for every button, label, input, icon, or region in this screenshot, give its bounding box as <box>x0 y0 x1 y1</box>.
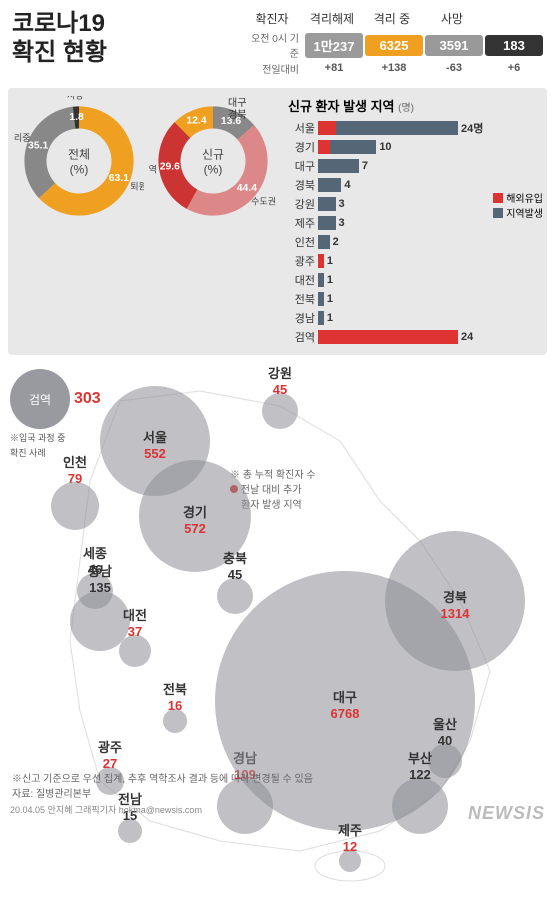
svg-text:63.1: 63.1 <box>109 173 129 184</box>
region-label: 충북45 <box>195 548 275 582</box>
total-confirmed: 1만237 <box>305 33 363 58</box>
region-label: 광주27 <box>70 737 150 771</box>
barchart-title: 신규 환자 발생 지역 (명) <box>288 96 541 115</box>
infographic-root: 코로나19 확진 현황 확진자 격리해제 격리 중 사망 오전 0시 기준 1만… <box>0 0 555 830</box>
region-label: 강원45 <box>240 363 320 397</box>
svg-text:44.4: 44.4 <box>237 183 257 194</box>
chg-confirmed: +81 <box>305 60 363 76</box>
bar-row: 대전 1 <box>288 271 541 289</box>
donut-new: 13.644.4수도권29.6검역12.4 신규 (%) 대구 경북 <box>148 96 278 226</box>
region-label: 부산122 <box>380 748 460 782</box>
svg-text:퇴원: 퇴원 <box>130 182 144 192</box>
footer: 20.04.05 안지혜 그래픽기자 hokma@newsis.com NEWS… <box>0 797 555 830</box>
legend-swatch-blue <box>493 208 503 218</box>
total-isolated: 3591 <box>425 35 483 56</box>
svg-text:검역: 검역 <box>148 164 157 175</box>
bar-row: 인천 2 <box>288 233 541 251</box>
col-released: 격리해제 <box>303 10 361 27</box>
legend-swatch-red <box>493 193 503 203</box>
brand-logo: NEWSIS <box>468 803 545 824</box>
donut-overall: 63.1퇴원 35.1격리중 1.8 사망 전체 (%) <box>14 96 144 226</box>
region-bubble <box>51 482 99 530</box>
bar-row: 경남 1 <box>288 309 541 327</box>
bar-row: 경기 10 <box>288 138 541 156</box>
chg-isolated: -63 <box>425 60 483 76</box>
diff-label: 전일대비 <box>243 61 303 76</box>
svg-text:사망: 사망 <box>67 96 84 101</box>
quarantine-value: 303 <box>74 390 101 408</box>
main-title: 코로나19 확진 현황 <box>12 10 107 68</box>
bar-row: 검역 24 <box>288 328 541 346</box>
col-isolated: 격리 중 <box>363 10 421 27</box>
region-bubble <box>217 578 253 614</box>
svg-text:격리중: 격리중 <box>14 132 31 143</box>
header: 코로나19 확진 현황 확진자 격리해제 격리 중 사망 오전 0시 기준 1만… <box>0 0 555 84</box>
region-label: 대구6768 <box>305 687 385 721</box>
col-death: 사망 <box>423 10 481 27</box>
region-bubble <box>262 393 298 429</box>
svg-text:35.1: 35.1 <box>28 140 48 151</box>
region-label: 경북1314 <box>415 587 495 621</box>
bar-row: 전북 1 <box>288 290 541 308</box>
svg-text:12.4: 12.4 <box>186 115 206 126</box>
bar-rows: 서울 24명 경기 10 대구 7 경북 4 강원 3 제주 <box>288 119 541 346</box>
disclaimer: ※신고 기준으로 우선 집계, 추후 역학조사 결과 등에 따라 변경될 수 있… <box>0 770 325 800</box>
region-label: 서울552 <box>115 427 195 461</box>
credit: 20.04.05 안지혜 그래픽기자 hokma@newsis.com <box>10 803 202 824</box>
bar-row: 대구 7 <box>288 157 541 175</box>
region-bubble <box>119 635 151 667</box>
title-line2: 확진 현황 <box>12 39 107 66</box>
region-label: 경기572 <box>155 502 235 536</box>
donut2-center: 신규 (%) <box>202 146 224 177</box>
svg-text:29.6: 29.6 <box>160 162 180 173</box>
region-label: 대전37 <box>95 605 175 639</box>
bar-row: 광주 1 <box>288 252 541 270</box>
donut1-center: 전체 (%) <box>68 146 90 177</box>
charts-panel: 63.1퇴원35.1격리중1.8사망 전체 (%) 13.644.4수도권29.… <box>8 88 547 355</box>
svg-text:수도권: 수도권 <box>251 195 276 206</box>
chg-released: +138 <box>365 60 423 76</box>
time-label: 오전 0시 기준 <box>243 30 303 60</box>
title-line1: 코로나19 <box>12 10 105 37</box>
total-death: 183 <box>485 35 543 56</box>
bar-legend: 해외유입 지역발생 <box>493 190 543 220</box>
barchart: 신규 환자 발생 지역 (명) 서울 24명 경기 10 대구 7 경북 4 강… <box>282 96 541 347</box>
chg-death: +6 <box>485 60 543 76</box>
stats-table: 확진자 격리해제 격리 중 사망 오전 0시 기준 1만237 6325 359… <box>243 10 543 76</box>
quarantine-badge: 검역 303 ※입국 과정 중 확진 사례 <box>10 369 101 459</box>
svg-text:1.8: 1.8 <box>69 112 84 123</box>
total-released: 6325 <box>365 35 423 56</box>
bar-row: 서울 24명 <box>288 119 541 137</box>
region-label: 충남135 <box>60 561 140 595</box>
quarantine-bubble: 검역 <box>10 369 70 429</box>
region-label: 인천79 <box>35 452 115 486</box>
col-confirmed: 확진자 <box>243 10 301 27</box>
donut2-top2: 경북 <box>228 106 246 121</box>
region-label: 울산40 <box>405 714 485 748</box>
region-label: 전북16 <box>135 679 215 713</box>
quarantine-note1: ※입국 과정 중 <box>10 431 101 444</box>
